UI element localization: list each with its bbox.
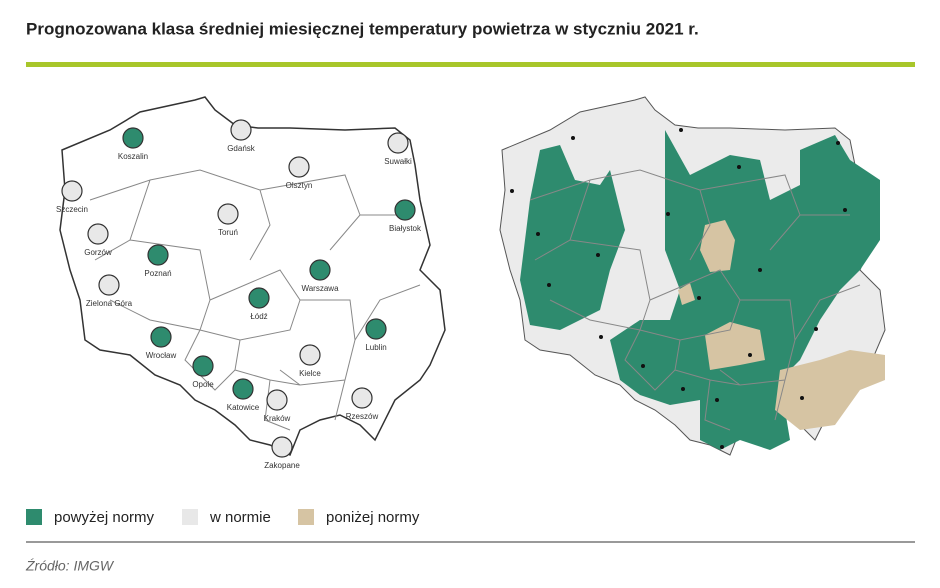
legend-swatch <box>26 509 42 525</box>
above-norm-area <box>610 130 880 450</box>
legend-swatch <box>182 509 198 525</box>
city-label: Zakopane <box>264 461 300 470</box>
legend-label: powyżej normy <box>54 509 155 526</box>
city-marker <box>192 355 214 377</box>
city-dot <box>681 387 685 391</box>
city-dot <box>814 327 818 331</box>
city-marker <box>248 287 270 309</box>
legend-swatch <box>298 509 314 525</box>
city-marker <box>365 318 387 340</box>
city-dot <box>720 445 724 449</box>
below-norm-area <box>678 283 695 305</box>
city-marker <box>61 180 83 202</box>
city-label: Lublin <box>365 343 386 352</box>
city-dot <box>737 165 741 169</box>
title-rule <box>26 62 915 67</box>
city-marker <box>150 326 172 348</box>
city-label: Katowice <box>227 403 260 412</box>
city-dot <box>510 189 514 193</box>
city-label: Wrocław <box>146 351 177 360</box>
below-norm-area <box>700 220 735 272</box>
city-dot <box>715 398 719 402</box>
city-marker <box>288 156 310 178</box>
city-label: Opole <box>192 380 214 389</box>
city-dot <box>596 253 600 257</box>
city-dot <box>697 296 701 300</box>
city-marker <box>266 389 288 411</box>
city-dot <box>547 283 551 287</box>
city-label: Poznań <box>144 269 171 278</box>
city-label: Łódź <box>250 312 267 321</box>
city-dot <box>571 136 575 140</box>
city-label: Kielce <box>299 369 321 378</box>
city-label: Białystok <box>389 224 422 233</box>
city-dot <box>641 364 645 368</box>
city-dot <box>536 232 540 236</box>
voivodeship-map: Koszalin Gdańsk Suwałki Olsztyn Szczecin Biał… <box>56 96 446 470</box>
forecast-map <box>499 96 886 456</box>
city-label: Toruń <box>218 228 238 237</box>
city-dot <box>679 128 683 132</box>
city-dot <box>599 335 603 339</box>
city-label: Warszawa <box>301 284 339 293</box>
city-marker <box>271 436 293 458</box>
city-marker <box>217 203 239 225</box>
city-label: Koszalin <box>118 152 148 161</box>
below-norm-area <box>705 322 765 370</box>
city-dot <box>666 212 670 216</box>
region-borders <box>529 169 861 431</box>
city-marker <box>394 199 416 221</box>
city-dot <box>748 353 752 357</box>
city-marker <box>147 244 169 266</box>
city-marker <box>87 223 109 245</box>
city-label: Suwałki <box>384 157 412 166</box>
city-label: Gorzów <box>84 248 112 257</box>
city-dot <box>800 396 804 400</box>
city-dot <box>843 208 847 212</box>
legend-label: w normie <box>209 509 271 526</box>
city-label: Zielona Góra <box>86 299 133 308</box>
legend-label: poniżej normy <box>326 509 420 526</box>
city-marker <box>387 132 409 154</box>
city-label: Szczecin <box>56 205 88 214</box>
city-label: Olsztyn <box>286 181 313 190</box>
city-dot <box>758 268 762 272</box>
footer-rule <box>26 541 915 543</box>
city-marker <box>351 387 373 409</box>
above-norm-area <box>520 145 625 330</box>
city-marker <box>122 127 144 149</box>
city-marker <box>98 274 120 296</box>
below-norm-area <box>775 350 885 430</box>
city-marker <box>299 344 321 366</box>
city-dot <box>836 141 840 145</box>
source: Źródło: IMGW <box>25 558 115 574</box>
city-label: Rzeszów <box>346 412 379 421</box>
title: Prognozowana klasa średniej miesięcznej … <box>26 19 699 38</box>
city-label: Kraków <box>264 414 291 423</box>
city-marker <box>232 378 254 400</box>
city-label: Gdańsk <box>227 144 256 153</box>
city-marker <box>309 259 331 281</box>
city-marker <box>230 119 252 141</box>
